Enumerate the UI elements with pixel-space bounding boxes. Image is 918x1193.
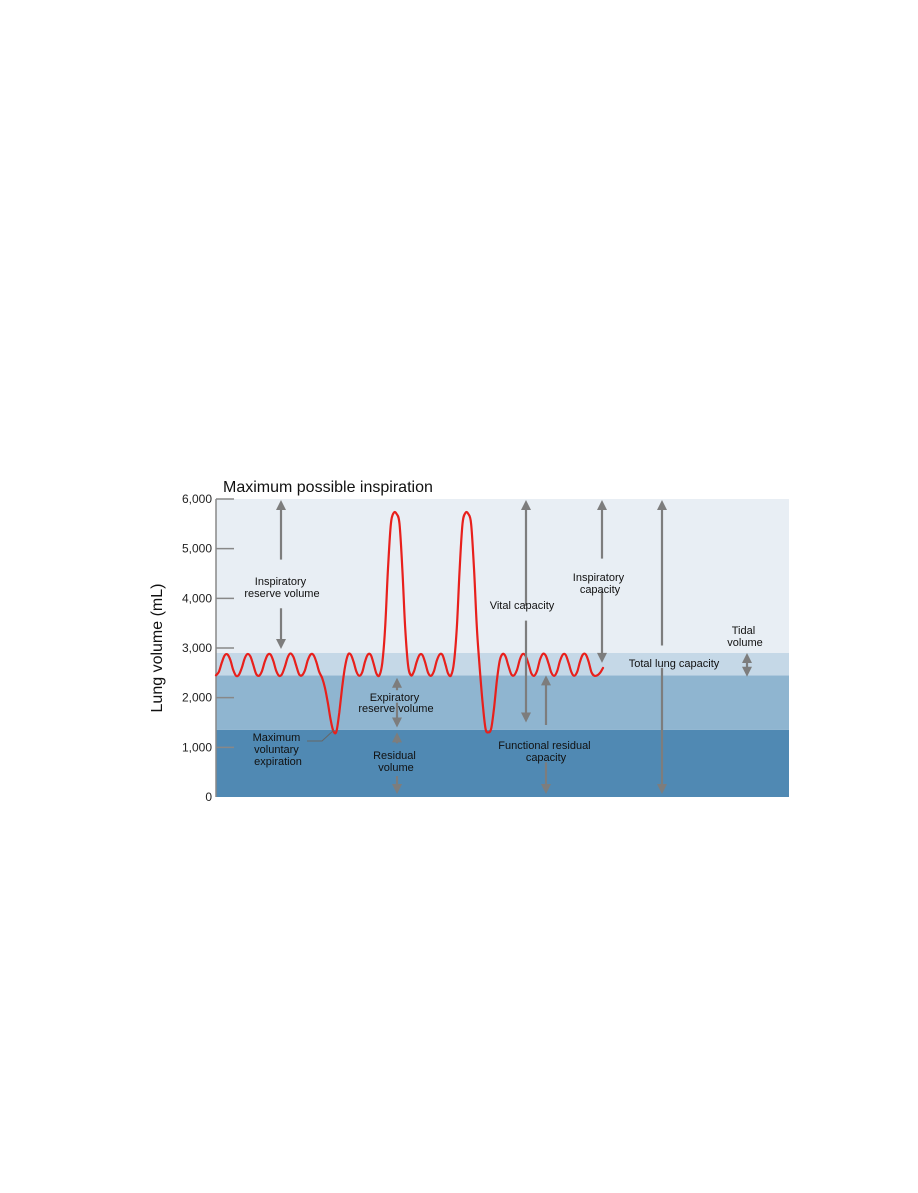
label-irv-line1: Inspiratory — [255, 576, 307, 588]
y-tick-label: 2,000 — [182, 691, 212, 705]
label-functional-residual-capacity: Functional residual capacity — [498, 740, 593, 764]
irv-arrow-seg1-head-down — [276, 638, 286, 649]
y-tick-label: 6,000 — [182, 492, 212, 506]
y-tick-label: 3,000 — [182, 641, 212, 655]
y-tick-label: 4,000 — [182, 591, 212, 605]
erv-arrow-seg1-head-down — [392, 717, 402, 728]
tlc-arrow-seg0-head-up — [657, 499, 667, 510]
label-tidal-line1: Tidal — [732, 625, 755, 637]
ic-arrow-seg0 — [597, 499, 607, 559]
label-expiratory-reserve-volume: Expiratory reserve volume — [358, 692, 433, 715]
tlc-arrow-seg1 — [657, 667, 667, 795]
label-ic-line2: capacity — [580, 584, 621, 596]
frc-arrow-seg0 — [541, 675, 551, 725]
label-frc-line1: Functional residual — [498, 740, 590, 752]
erv-arrow-seg1 — [392, 702, 402, 728]
ic-arrow-seg1 — [597, 590, 607, 663]
chart-title: Maximum possible inspiration — [223, 479, 433, 496]
tlc-arrow-seg1-head-down — [657, 784, 667, 795]
label-inspiratory-reserve-volume: Inspiratory reserve volume — [244, 576, 319, 600]
erv-arrow-seg0 — [392, 677, 402, 691]
irv-arrow-seg0-head-up — [276, 499, 286, 510]
vital-capacity-arrow-seg0-head-up — [521, 499, 531, 510]
label-erv-line1: Expiratory — [370, 692, 420, 704]
line-layer — [214, 510, 605, 735]
label-tidal-volume: Tidal volume — [727, 625, 762, 649]
tlc-arrow-seg0 — [657, 499, 667, 646]
tidal-arrow — [742, 652, 752, 677]
band-expiratory-reserve — [216, 675, 789, 730]
y-tick-label: 1,000 — [182, 740, 212, 754]
label-frc-line2: capacity — [526, 752, 567, 764]
label-mve-line2: voluntary — [254, 744, 299, 756]
vital-capacity-arrow-seg1 — [521, 620, 531, 723]
label-erv-line2: reserve volume — [358, 703, 433, 715]
label-mve-line3: expiration — [254, 756, 302, 768]
rv-arrow-seg0 — [392, 732, 402, 744]
vital-capacity-arrow-seg0 — [521, 499, 531, 606]
label-ic-line1: Inspiratory — [573, 572, 625, 584]
mve-leader-line — [307, 729, 335, 742]
ic-arrow-seg0-head-up — [597, 499, 607, 510]
label-inspiratory-capacity: Inspiratory capacity — [573, 572, 627, 596]
vital-capacity-arrow-seg1-head-down — [521, 712, 531, 723]
label-tidal-line2: volume — [727, 637, 762, 649]
rv-arrow-seg0-head-up — [392, 732, 402, 743]
label-residual-volume: Residual volume — [373, 750, 419, 774]
frc-arrow-seg1 — [541, 762, 551, 795]
irv-arrow-seg0 — [276, 499, 286, 560]
band-tidal — [216, 652, 789, 676]
y-tick-label: 0 — [205, 790, 212, 804]
erv-arrow-seg0-head-up — [392, 677, 402, 688]
label-irv-line2: reserve volume — [244, 588, 319, 600]
rv-arrow-seg1 — [392, 776, 402, 795]
label-maximum-voluntary-expiration: Maximum voluntary expiration — [253, 732, 304, 768]
frc-arrow-seg1-head-down — [541, 784, 551, 795]
label-rv-line2: volume — [378, 762, 413, 774]
arrows-layer — [276, 499, 752, 795]
rv-arrow-seg1-head-down — [392, 784, 402, 795]
band-inspiratory-reserve — [216, 499, 789, 653]
bands-layer — [216, 499, 789, 797]
frc-arrow-seg0-head-up — [541, 675, 551, 686]
tidal-arrow-head-up — [742, 652, 752, 663]
y-tick-label: 5,000 — [182, 542, 212, 556]
label-vital-capacity: Vital capacity — [490, 600, 555, 612]
ic-arrow-seg1-head-down — [597, 652, 607, 663]
ticks-layer: 0 1,000 2,000 3,000 4,000 5,000 6,000 — [182, 492, 234, 804]
irv-arrow-seg1 — [276, 608, 286, 649]
label-rv-line1: Residual — [373, 750, 416, 762]
y-axis-label: Lung volume (mL) — [149, 584, 166, 713]
lung-volume-trace — [214, 510, 605, 735]
label-total-lung-capacity: Total lung capacity — [629, 658, 720, 670]
tidal-arrow-head-down — [742, 666, 752, 677]
label-mve-line1: Maximum — [253, 732, 301, 744]
